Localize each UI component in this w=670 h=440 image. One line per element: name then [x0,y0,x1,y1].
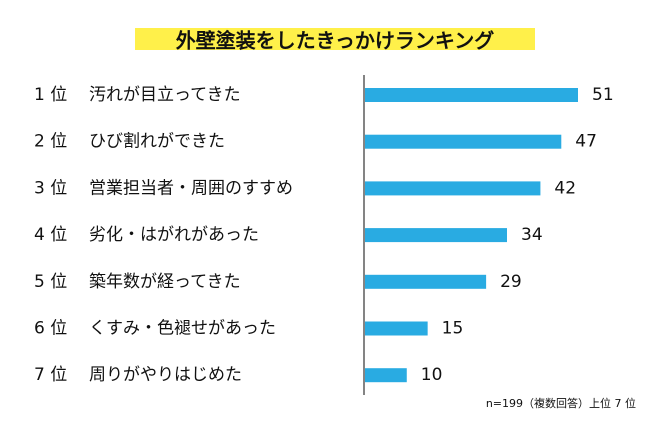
category-label: 営業担当者・周囲のすすめ [89,178,293,198]
value-label: 42 [554,178,576,198]
bar [365,321,428,336]
category-label: くすみ・色褪せがあった [89,319,276,339]
bar [365,274,487,289]
category-label: 築年数が経ってきた [89,272,241,292]
rank-label: 2 位 [34,132,67,152]
rank-label: 1 位 [34,85,67,105]
value-label: 29 [500,272,522,292]
bar [365,88,578,102]
rank-label: 4 位 [34,225,67,245]
bar [365,181,541,196]
rank-label: 5 位 [34,272,67,292]
rank-label: 6 位 [34,319,67,339]
category-label: 劣化・はがれがあった [89,225,259,245]
title-highlight [135,28,535,50]
bar [365,134,562,149]
value-label: 10 [421,365,443,385]
chart-rows: 1 位 汚れが目立ってきた 51 2 位 ひび割れができた 47 3 位 営業担当者・周囲のす… [34,85,614,385]
value-label: 15 [442,319,464,339]
bar [365,368,407,383]
rank-label: 7 位 [34,365,67,385]
sample-note: n=199（複数回答）上位 7 位 [486,396,636,410]
category-label: ひび割れができた [89,132,225,152]
chart-title: 外壁塗装をしたきっかけランキング [176,29,495,53]
category-label: 周りがやりはじめた [89,365,242,385]
value-label: 47 [575,132,597,152]
value-label: 34 [521,225,543,245]
value-label: 51 [592,85,614,105]
bar [365,228,507,243]
category-label: 汚れが目立ってきた [89,85,241,105]
rank-label: 3 位 [34,178,67,198]
